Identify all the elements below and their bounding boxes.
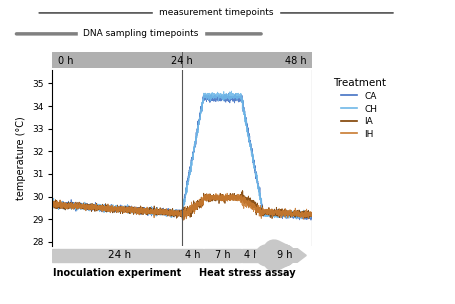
Bar (204, 249, 241, 262)
Legend: CA, CH, IA, IH: CA, CH, IA, IH (329, 74, 389, 143)
Text: 24 h: 24 h (171, 56, 193, 66)
Text: measurement timepoints: measurement timepoints (159, 9, 273, 17)
Text: Inoculation experiment: Inoculation experiment (53, 268, 181, 278)
Text: 0 h: 0 h (58, 56, 73, 66)
Text: 9 h: 9 h (277, 250, 293, 261)
Bar (52, 249, 58, 262)
Text: 7 h: 7 h (215, 250, 230, 261)
Bar (242, 249, 263, 262)
Text: 4 h: 4 h (244, 250, 260, 261)
Text: Heat stress assay: Heat stress assay (198, 268, 295, 278)
Text: DNA sampling timepoints: DNA sampling timepoints (83, 29, 199, 38)
Text: 4 h: 4 h (185, 250, 201, 261)
Bar (182, 249, 203, 262)
Text: 48 h: 48 h (285, 56, 306, 66)
Text: 24 h: 24 h (108, 250, 131, 261)
Y-axis label: temperature (°C): temperature (°C) (16, 116, 26, 200)
Bar (58, 249, 182, 262)
FancyArrow shape (263, 249, 306, 262)
